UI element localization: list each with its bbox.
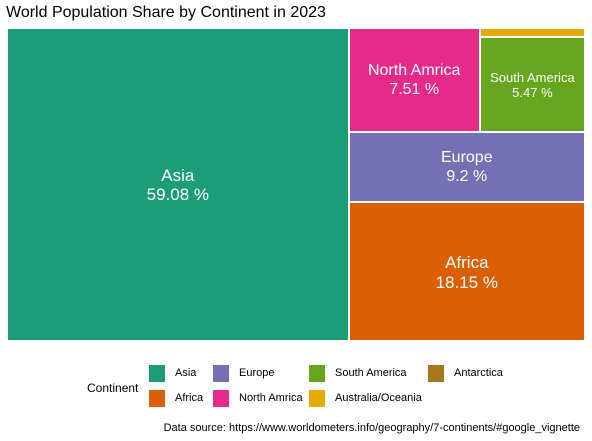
legend-key-europe	[213, 365, 229, 382]
tile-label-asia: Asia 59.08 %	[8, 166, 348, 205]
legend-label-africa: Africa	[175, 392, 204, 404]
legend-label-antarctica: Antarctica	[454, 367, 503, 379]
legend-label-europe: Europe	[239, 367, 275, 379]
tile-value-south-america: 5.47 %	[512, 84, 553, 100]
legend-title: Continent	[87, 381, 139, 395]
legend-key-asia	[149, 365, 165, 382]
tile-label-north-america: North Amrica 7.51 %	[350, 62, 479, 99]
tile-name-asia: Asia	[161, 165, 195, 185]
tile-name-africa: Africa	[445, 252, 489, 272]
legend-key-australia-oceania	[309, 390, 325, 407]
chart-title: World Population Share by Continent in 2…	[6, 4, 326, 21]
legend-label-south-america: South America	[335, 367, 407, 379]
tile-north-america: North Amrica 7.51 %	[348, 28, 480, 132]
tile-label-south-america: South America 5.47 %	[481, 69, 584, 101]
data-source-caption: Data source: https://www.worldometers.in…	[163, 422, 580, 434]
tile-australia-oceania	[479, 28, 585, 38]
tile-value-north-america: 7.51 %	[389, 80, 440, 98]
legend-key-antarctica	[428, 365, 444, 382]
legend-key-north-amrica	[213, 390, 229, 407]
tile-label-africa: Africa 18.15 %	[350, 253, 584, 292]
tile-asia: Asia 59.08 %	[7, 28, 349, 341]
tile-label-europe: Europe 9.2 %	[350, 149, 584, 186]
tile-europe: Europe 9.2 %	[348, 131, 585, 203]
legend: Continent Asia Europe South America Antarct…	[87, 360, 557, 416]
legend-label-australia-oceania: Australia/Oceania	[335, 392, 422, 404]
tile-value-asia: 59.08 %	[146, 185, 209, 205]
tile-africa: Africa 18.15 %	[348, 202, 585, 341]
legend-label-asia: Asia	[175, 367, 197, 379]
tile-name-north-america: North Amrica	[367, 62, 461, 80]
tile-value-africa: 18.15 %	[435, 272, 498, 292]
tile-name-europe: Europe	[441, 149, 493, 167]
legend-label-north-amrica: North Amrica	[239, 392, 303, 404]
legend-key-south-america	[309, 365, 325, 382]
tile-name-south-america: South America	[490, 69, 575, 85]
tile-value-europe: 9.2 %	[446, 167, 488, 185]
legend-key-africa	[149, 390, 165, 407]
tile-south-america: South America 5.47 %	[479, 37, 585, 132]
